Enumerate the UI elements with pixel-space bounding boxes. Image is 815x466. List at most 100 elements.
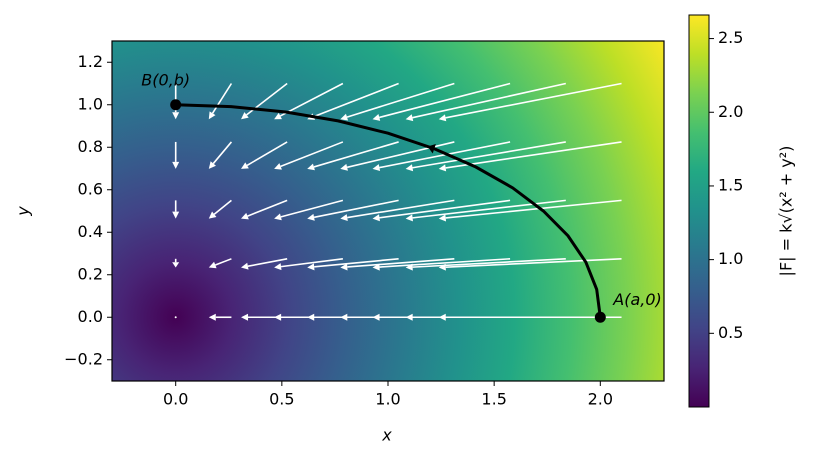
arrow (438, 313, 622, 321)
arrow-shaft (412, 82, 566, 119)
arrow-head (438, 313, 446, 321)
y-tick-label: 0.6 (78, 179, 103, 198)
arrow-shaft (212, 141, 233, 165)
y-tick-label: 0.0 (78, 307, 103, 326)
arrow-shaft (445, 141, 622, 169)
arrow-head (372, 263, 380, 271)
arrow-head (372, 114, 381, 121)
arrow-shaft (313, 199, 399, 219)
y-tick-label: 1.0 (78, 94, 103, 113)
arrow-shaft (280, 141, 344, 168)
x-tick-label: 1.0 (375, 390, 400, 409)
arrow-shaft (314, 258, 399, 268)
arrow (172, 141, 180, 169)
arrow (340, 199, 455, 222)
arrow-head (172, 262, 180, 268)
arrow-head (208, 211, 217, 219)
arrow (172, 200, 180, 219)
arrow (307, 199, 399, 221)
arrow-head (208, 111, 216, 120)
arrow-head (208, 313, 216, 321)
arrow (208, 199, 232, 219)
y-tick-label: 0.2 (78, 264, 103, 283)
arrow (274, 199, 344, 221)
arrow-shaft (247, 258, 288, 268)
y-tick-label: 0.8 (78, 137, 103, 156)
arrow-dot (174, 316, 177, 319)
arrow-head (405, 263, 413, 271)
colorbar-tick-label: 2.5 (718, 28, 743, 47)
arrow (241, 258, 288, 270)
y-axis-label: y (14, 206, 33, 217)
arrow-head (405, 114, 414, 122)
y-tick-label: 0.4 (78, 222, 103, 241)
arrow-head (307, 313, 315, 321)
arrow (241, 141, 288, 169)
arrow-shaft (280, 258, 343, 268)
arrow (208, 313, 232, 321)
colorbar-tick-label: 1.5 (718, 175, 743, 194)
arrow (274, 141, 344, 170)
arrow (208, 258, 232, 269)
arrow-head (307, 163, 315, 171)
arrow-head (241, 212, 249, 220)
arrow-shaft (279, 82, 344, 117)
x-tick-label: 0.0 (163, 390, 188, 409)
arrow-head (274, 112, 282, 120)
arrow (372, 258, 511, 271)
arrow (340, 258, 455, 271)
arrow-head (372, 164, 381, 172)
arrow-head (307, 263, 315, 271)
arrow-head (274, 213, 282, 221)
arrow-head (241, 162, 249, 169)
arrow (405, 258, 566, 271)
arrow-shaft (379, 258, 511, 268)
point (170, 99, 182, 111)
arrow-head (274, 313, 282, 321)
arrow-head (372, 313, 380, 321)
arrow-head (405, 313, 413, 321)
arrow-shaft (280, 199, 344, 218)
colorbar-tick-label: 2.0 (718, 102, 743, 121)
arrow (307, 258, 399, 271)
colorbar-tick-label: 1.0 (718, 249, 743, 268)
arrow-head (274, 263, 282, 271)
arrow-head (172, 112, 180, 120)
arrow-shaft (213, 199, 232, 215)
arrow (438, 141, 622, 172)
arrow (340, 82, 455, 121)
arrow-shaft (445, 199, 622, 219)
arrow-head (241, 262, 249, 270)
y-tick-label: 1.2 (78, 52, 103, 71)
x-tick-label: 2.0 (588, 390, 613, 409)
arrow (208, 83, 233, 120)
arrow-head (340, 214, 348, 222)
colorbar-tick-label: 0.5 (718, 323, 743, 342)
arrow-head (438, 214, 447, 222)
arrow-head (438, 164, 447, 172)
arrow-shaft (347, 258, 455, 268)
arrow-head (405, 164, 414, 172)
arrow (172, 258, 180, 268)
arrow (438, 258, 622, 271)
arrow-head (241, 313, 249, 321)
point-label: B(0,b) (141, 70, 190, 89)
arrow-shaft (211, 83, 233, 114)
arrow (274, 82, 344, 120)
arrow-shaft (346, 82, 455, 118)
arrow (405, 82, 566, 122)
arrow (438, 82, 622, 122)
arrow (405, 141, 566, 172)
arrow-head (438, 114, 447, 122)
arrow-shaft (445, 258, 622, 268)
arrow-shaft (412, 199, 566, 219)
arrow-head (274, 163, 282, 170)
arrow (241, 199, 288, 220)
arrow-head (172, 211, 180, 219)
x-tick-label: 0.5 (269, 390, 294, 409)
arrow-head (438, 263, 446, 271)
arrow-head (172, 161, 180, 169)
point (594, 311, 606, 323)
arrow-head (340, 263, 348, 271)
